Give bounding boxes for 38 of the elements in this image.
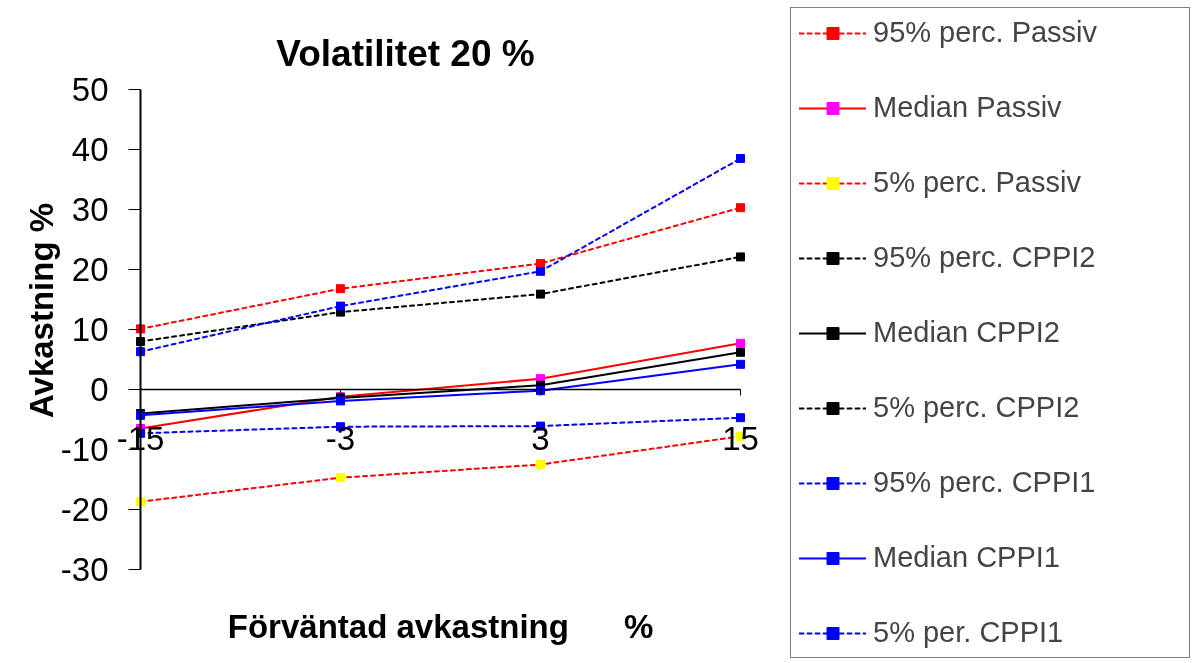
legend-label: 5% perc. CPPI2 — [873, 391, 1081, 424]
point — [736, 413, 745, 423]
y-tick-label: 0 — [90, 371, 109, 408]
point — [736, 347, 745, 357]
y-tick-label: -30 — [60, 551, 109, 588]
point — [736, 359, 745, 369]
legend-label: 5% perc. Passiv — [873, 166, 1082, 199]
x-tick-label: 15 — [722, 419, 759, 457]
point — [536, 289, 545, 299]
y-tick-label: 20 — [71, 251, 109, 288]
y-tick-label: 50 — [71, 71, 109, 108]
y-tick-label: 10 — [71, 311, 109, 348]
y-tick-label: 30 — [71, 191, 109, 228]
point — [536, 266, 545, 276]
point — [336, 301, 345, 311]
legend-label: Median CPPI1 — [873, 541, 1061, 574]
point — [536, 460, 545, 469]
x-axis-title: Förväntad avkastning % — [227, 608, 654, 645]
point — [736, 338, 745, 348]
point — [536, 259, 545, 268]
y-tick-label: -10 — [60, 431, 109, 468]
point — [336, 284, 345, 294]
x-tick-label: 3 — [531, 419, 550, 457]
chart-title: Volatilitet 20 % — [276, 33, 535, 74]
x-tick-label: -3 — [325, 419, 356, 457]
point — [736, 252, 745, 262]
y-tick-label: 40 — [71, 131, 109, 168]
y-tick-label: -20 — [60, 491, 109, 528]
legend-label: Median Passiv — [873, 91, 1063, 124]
legend-label: 95% perc. CPPI1 — [873, 466, 1097, 499]
legend-label: Median CPPI2 — [873, 316, 1061, 349]
y-axis-title: Avkastning % — [23, 202, 60, 419]
point — [736, 203, 745, 213]
legend-label: 95% perc. CPPI2 — [873, 241, 1097, 274]
legend-label: 5% per. CPPI1 — [873, 616, 1065, 649]
point — [736, 154, 745, 163]
legend-label: 95% perc. Passiv — [873, 16, 1099, 49]
point — [336, 473, 345, 483]
